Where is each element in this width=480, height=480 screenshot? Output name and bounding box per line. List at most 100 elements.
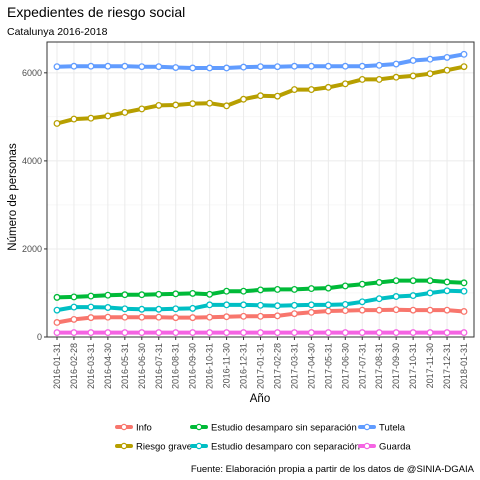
data-point bbox=[70, 315, 78, 323]
series-tutela bbox=[53, 50, 468, 72]
legend-label: Tutela bbox=[379, 423, 406, 434]
data-point bbox=[341, 329, 349, 337]
data-point bbox=[341, 282, 349, 290]
x-tick-label: 2017-01-31 bbox=[256, 343, 266, 389]
data-point bbox=[240, 95, 247, 103]
data-point bbox=[155, 313, 163, 321]
data-point bbox=[257, 301, 264, 309]
data-point bbox=[257, 92, 264, 100]
data-point bbox=[274, 285, 281, 293]
data-point bbox=[290, 285, 298, 293]
data-point bbox=[104, 304, 112, 311]
x-tick-label: 2016-03-31 bbox=[86, 343, 96, 389]
data-point bbox=[443, 278, 451, 286]
data-point bbox=[189, 289, 197, 297]
data-point bbox=[206, 301, 214, 309]
data-point bbox=[189, 64, 197, 72]
data-point bbox=[257, 329, 264, 337]
x-tick-label: 2016-08-31 bbox=[171, 343, 181, 389]
legend-label: Riesgo grave bbox=[136, 442, 192, 453]
data-point bbox=[104, 313, 112, 321]
legend-item: Info bbox=[115, 423, 152, 434]
x-axis-title: Año bbox=[250, 393, 270, 405]
data-point bbox=[426, 55, 434, 63]
data-point bbox=[155, 305, 163, 313]
x-tick-label: 2017-11-30 bbox=[425, 343, 435, 388]
data-point bbox=[87, 62, 95, 70]
data-point bbox=[392, 293, 400, 300]
data-point bbox=[392, 277, 400, 285]
data-point bbox=[223, 287, 231, 295]
legend-label: Estudio desamparo sin separación bbox=[211, 423, 357, 434]
data-point bbox=[409, 329, 417, 337]
data-point bbox=[324, 307, 332, 315]
data-point bbox=[172, 64, 180, 71]
data-point bbox=[189, 314, 197, 322]
data-point bbox=[375, 306, 383, 314]
data-point bbox=[155, 63, 163, 71]
legend-label: Estudio desamparo con separación bbox=[211, 442, 360, 453]
data-point bbox=[70, 329, 78, 337]
legend-label: Info bbox=[136, 423, 152, 434]
x-tick-label: 2016-07-31 bbox=[154, 343, 164, 389]
data-point bbox=[223, 102, 231, 110]
data-point bbox=[172, 305, 180, 313]
data-point bbox=[409, 292, 417, 300]
x-tick-label: 2017-02-28 bbox=[272, 343, 282, 389]
x-tick-label: 2017-08-31 bbox=[374, 343, 384, 389]
data-point bbox=[426, 289, 434, 297]
data-point bbox=[189, 304, 197, 312]
data-point bbox=[87, 114, 95, 122]
data-point bbox=[307, 86, 315, 94]
data-point bbox=[409, 72, 417, 80]
data-point bbox=[307, 329, 315, 337]
data-point bbox=[460, 50, 468, 58]
data-point bbox=[53, 120, 61, 127]
legend-item: Guarda bbox=[358, 442, 411, 453]
data-point bbox=[392, 60, 400, 68]
y-tick-label: 4000 bbox=[22, 156, 42, 166]
data-point bbox=[290, 86, 298, 94]
x-tick-label: 2016-01-31 bbox=[52, 343, 62, 389]
data-point bbox=[307, 285, 315, 293]
x-tick-label: 2016-04-30 bbox=[103, 343, 113, 389]
data-point bbox=[240, 301, 247, 309]
series-riesgo-grave bbox=[53, 63, 468, 127]
x-tick-label: 2016-02-28 bbox=[69, 343, 79, 389]
data-point bbox=[223, 329, 231, 337]
data-point bbox=[104, 291, 112, 299]
y-axis-title: Número de personas bbox=[7, 143, 19, 251]
data-point bbox=[87, 292, 95, 300]
data-point bbox=[392, 329, 400, 337]
y-tick-label: 0 bbox=[37, 332, 42, 342]
x-tick-label: 2017-12-31 bbox=[442, 343, 452, 389]
data-point bbox=[460, 329, 468, 337]
data-point bbox=[206, 329, 214, 337]
legend-item: Estudio desamparo con separación bbox=[190, 442, 360, 453]
data-point bbox=[307, 62, 315, 70]
data-point bbox=[375, 329, 383, 337]
data-point bbox=[87, 303, 95, 311]
legend-item: Riesgo grave bbox=[115, 442, 192, 453]
x-tick-label: 2016-09-30 bbox=[188, 343, 198, 389]
data-point bbox=[324, 83, 332, 91]
data-point bbox=[121, 305, 129, 313]
data-point bbox=[104, 62, 112, 70]
data-point bbox=[240, 329, 247, 337]
data-point bbox=[358, 280, 366, 288]
data-point bbox=[223, 64, 231, 72]
data-point bbox=[53, 306, 61, 314]
series-estudio-desamparo-con-separacion bbox=[53, 287, 468, 314]
x-tick-label: 2016-06-30 bbox=[137, 343, 147, 389]
data-point bbox=[257, 312, 264, 320]
x-tick-label: 2017-07-31 bbox=[357, 343, 367, 389]
legend-key-point bbox=[120, 423, 128, 431]
data-point bbox=[189, 100, 197, 108]
data-point bbox=[53, 293, 61, 301]
x-tick-label: 2016-10-31 bbox=[205, 343, 215, 389]
data-point bbox=[121, 62, 129, 70]
data-point bbox=[307, 308, 315, 316]
legend-key-point bbox=[195, 442, 203, 450]
data-point bbox=[172, 290, 180, 298]
data-point bbox=[324, 62, 332, 70]
